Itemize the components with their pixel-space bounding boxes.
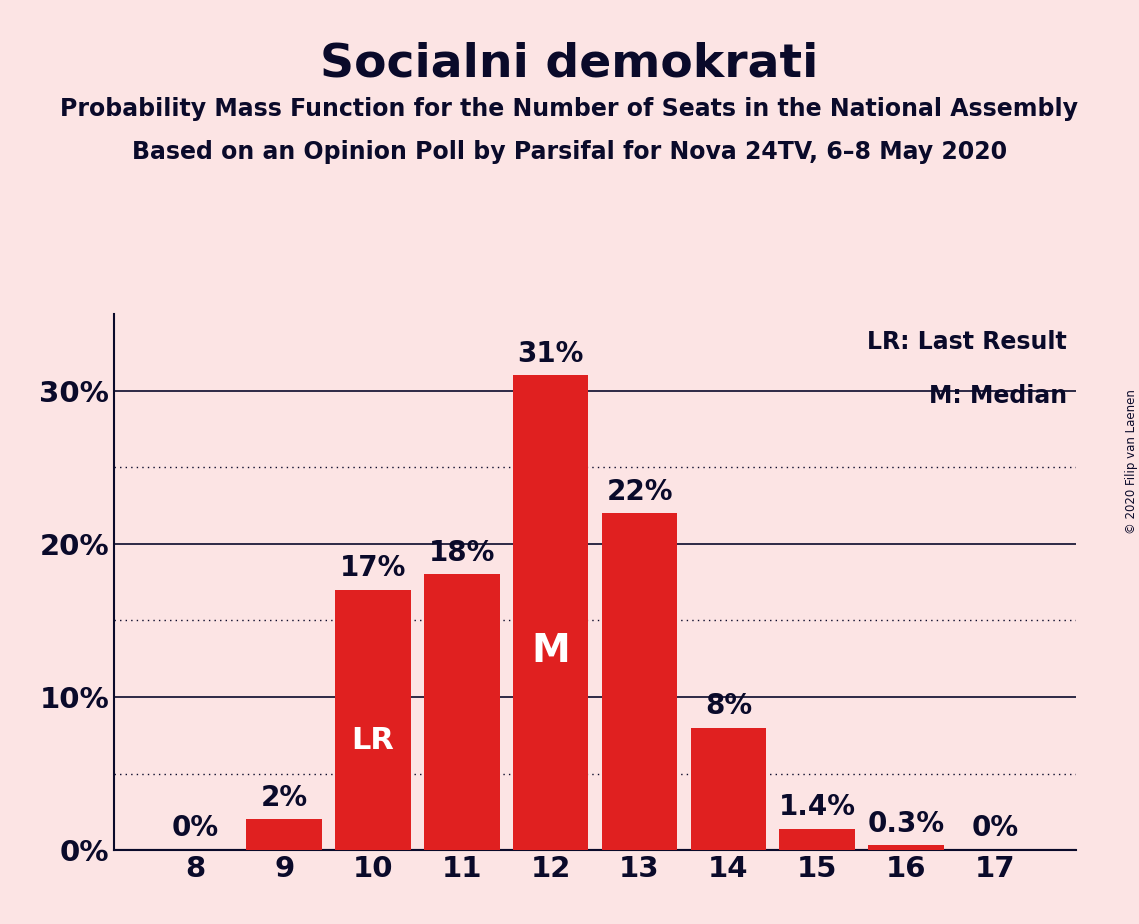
- Text: 31%: 31%: [517, 340, 584, 368]
- Text: Probability Mass Function for the Number of Seats in the National Assembly: Probability Mass Function for the Number…: [60, 97, 1079, 121]
- Bar: [601, 513, 678, 850]
- Text: 0.3%: 0.3%: [868, 809, 944, 838]
- Text: M: Median: M: Median: [928, 383, 1067, 407]
- Text: 0%: 0%: [172, 814, 219, 843]
- Text: 0%: 0%: [972, 814, 1018, 843]
- Bar: [335, 590, 411, 850]
- Bar: [690, 727, 767, 850]
- Text: 1.4%: 1.4%: [779, 793, 855, 821]
- Text: 17%: 17%: [339, 554, 407, 582]
- Text: 2%: 2%: [261, 784, 308, 812]
- Bar: [868, 845, 944, 850]
- Bar: [513, 375, 589, 850]
- Text: 8%: 8%: [705, 692, 752, 720]
- Text: M: M: [531, 632, 571, 670]
- Text: 18%: 18%: [428, 539, 495, 566]
- Text: LR: LR: [352, 726, 394, 755]
- Text: 22%: 22%: [606, 478, 673, 505]
- Bar: [424, 575, 500, 850]
- Text: Based on an Opinion Poll by Parsifal for Nova 24TV, 6–8 May 2020: Based on an Opinion Poll by Parsifal for…: [132, 140, 1007, 164]
- Bar: [779, 829, 855, 850]
- Bar: [246, 820, 322, 850]
- Text: LR: Last Result: LR: Last Result: [867, 330, 1067, 354]
- Text: Socialni demokrati: Socialni demokrati: [320, 42, 819, 87]
- Text: © 2020 Filip van Laenen: © 2020 Filip van Laenen: [1124, 390, 1138, 534]
